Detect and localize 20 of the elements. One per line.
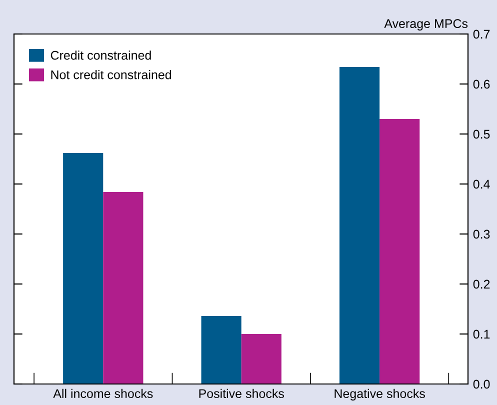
bar [241, 334, 282, 384]
bar [63, 153, 104, 384]
bar [380, 119, 420, 384]
x-tick-label: All income shocks [53, 388, 153, 398]
y-axis-title: Average MPCs [384, 19, 468, 30]
y-tick-label: 0.3 [473, 230, 490, 239]
y-tick-label: 0.5 [473, 130, 490, 139]
y-tick-label: 0.0 [473, 380, 490, 389]
y-tick-label: 0.7 [473, 30, 490, 39]
legend-label: Credit constrained [50, 50, 151, 60]
bar [339, 67, 380, 384]
legend-label: Not credit constrained [51, 70, 172, 80]
bar [201, 316, 242, 384]
y-tick-label: 0.4 [473, 180, 490, 189]
y-tick-label: 0.1 [473, 330, 490, 339]
y-tick-label: 0.2 [473, 280, 490, 289]
bar [103, 192, 144, 384]
x-tick-label: Negative shocks [334, 388, 425, 401]
x-tick-label: Positive shocks [199, 388, 284, 398]
y-tick-label: 0.6 [473, 80, 490, 89]
